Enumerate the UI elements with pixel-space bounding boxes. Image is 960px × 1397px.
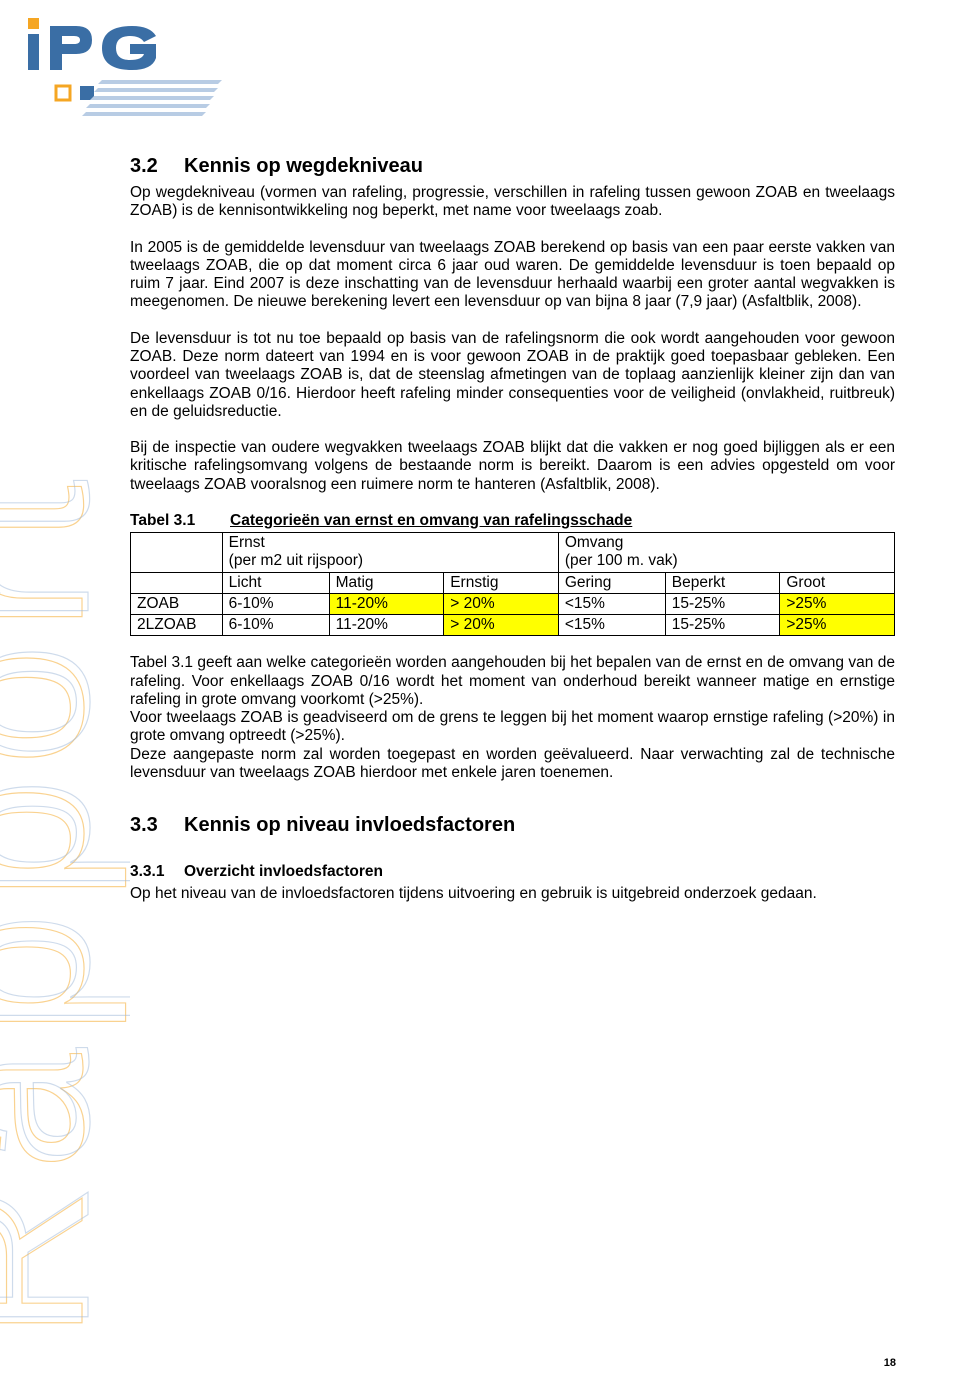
table-caption-text: Categorieën van ernst en omvang van rafe… [230, 512, 632, 529]
table-cell: 15-25% [665, 615, 780, 636]
heading-3-3: 3.3Kennis op niveau invloedsfactoren [130, 814, 895, 837]
table-cell: Beperkt [665, 572, 780, 593]
table-header-text: Omvang [565, 534, 624, 551]
table-row: 2LZOAB 6-10% 11-20% > 20% <15% 15-25% >2… [131, 615, 895, 636]
table-caption: Tabel 3.1Categorieën van ernst en omvang… [130, 512, 895, 530]
table-cell: 6-10% [222, 593, 329, 614]
heading-number: 3.2 [130, 155, 184, 178]
table-row: ZOAB 6-10% 11-20% > 20% <15% 15-25% >25% [131, 593, 895, 614]
para-after-table-2: Voor tweelaags ZOAB is geadviseerd om de… [130, 709, 895, 746]
table-3-1: Ernst (per m2 uit rijspoor) Omvang (per … [130, 532, 895, 636]
table-cell [131, 572, 223, 593]
para-after-table-3: Deze aangepaste norm zal worden toegepas… [130, 746, 895, 783]
table-cell: 11-20% [329, 593, 444, 614]
page-content: 3.2Kennis op wegdekniveau Op wegdeknivea… [130, 155, 895, 922]
heading-text: Kennis op wegdekniveau [184, 155, 423, 177]
heading-number: 3.3.1 [130, 863, 184, 881]
para-3-2-1: Op wegdekniveau (vormen van rafeling, pr… [130, 184, 895, 221]
table-header-ernst: Ernst (per m2 uit rijspoor) [222, 532, 558, 572]
table-cell: ZOAB [131, 593, 223, 614]
table-cell: Ernstig [444, 572, 559, 593]
table-cell: >25% [780, 593, 895, 614]
table-header-text: Ernst [229, 534, 265, 551]
table-label: Tabel 3.1 [130, 512, 230, 530]
table-cell: Groot [780, 572, 895, 593]
table-cell: Licht [222, 572, 329, 593]
para-3-2-3: De levensduur is tot nu toe bepaald op b… [130, 330, 895, 421]
table-header-omvang: Omvang (per 100 m. vak) [558, 532, 894, 572]
svg-text:Rapport: Rapport [0, 461, 130, 1334]
page-number: 18 [884, 1357, 896, 1369]
table-cell: 6-10% [222, 615, 329, 636]
para-3-2-2: In 2005 is de gemiddelde levensduur van … [130, 239, 895, 312]
table-cell: Gering [558, 572, 665, 593]
para-3-3-1: Op het niveau van de invloedsfactoren ti… [130, 885, 895, 903]
heading-text: Kennis op niveau invloedsfactoren [184, 814, 515, 836]
heading-3-3-1: 3.3.1Overzicht invloedsfactoren [130, 863, 895, 881]
para-3-2-4: Bij de inspectie van oudere wegvakken tw… [130, 439, 895, 494]
table-cell: <15% [558, 593, 665, 614]
svg-text:Rapport: Rapport [0, 467, 127, 1340]
watermark-rapport: Rapport Rapport [0, 0, 130, 1397]
heading-number: 3.3 [130, 814, 184, 837]
logo [22, 18, 222, 128]
table-cell [131, 532, 223, 572]
table-cell: Matig [329, 572, 444, 593]
table-header-row-1: Ernst (per m2 uit rijspoor) Omvang (per … [131, 532, 895, 572]
table-header-sub: (per 100 m. vak) [565, 552, 678, 569]
heading-3-2: 3.2Kennis op wegdekniveau [130, 155, 895, 178]
table-cell: 15-25% [665, 593, 780, 614]
table-cell: 11-20% [329, 615, 444, 636]
table-cell: > 20% [444, 593, 559, 614]
table-cell: 2LZOAB [131, 615, 223, 636]
table-cell: >25% [780, 615, 895, 636]
table-header-sub: (per m2 uit rijspoor) [229, 552, 363, 569]
table-header-row-2: Licht Matig Ernstig Gering Beperkt Groot [131, 572, 895, 593]
para-after-table-1: Tabel 3.1 geeft aan welke categorieën wo… [130, 654, 895, 709]
heading-text: Overzicht invloedsfactoren [184, 863, 383, 880]
table-cell: > 20% [444, 615, 559, 636]
table-cell: <15% [558, 615, 665, 636]
